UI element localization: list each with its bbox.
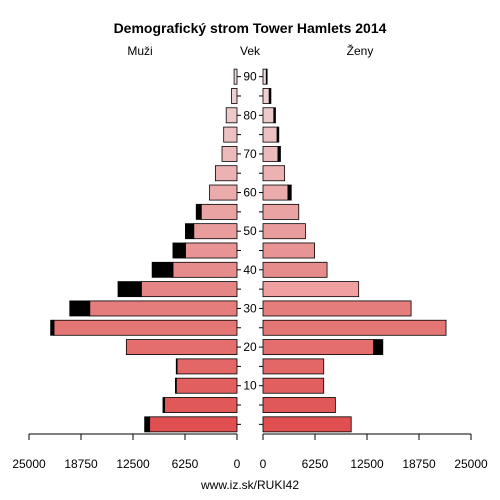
female-bars [262,68,447,433]
female-bar [262,339,375,356]
male-bar [209,184,238,201]
female-bar [262,223,306,240]
male-bar [231,88,238,104]
left-label: Muži [127,44,152,58]
female-excess-bar [287,184,292,201]
male-excess-bar [50,319,55,336]
male-excess-bar [172,242,186,259]
age-tick-label: 50 [243,224,257,238]
female-bar [262,68,267,85]
male-bar [53,319,238,336]
age-tick-label: 20 [243,340,257,354]
male-bar [225,107,238,124]
male-bar [214,165,238,182]
age-tick-label: 90 [243,70,257,84]
male-excess-bar [175,377,177,394]
female-bar [262,300,412,317]
male-bar [223,126,238,143]
right-label: Ženy [347,43,374,58]
male-excess-bar [195,203,202,220]
female-excess-bar [277,145,281,162]
male-bar [164,397,238,413]
female-bar [262,184,289,201]
female-bar [262,377,325,394]
female-bar [262,107,275,124]
male-excess-bar [144,416,151,433]
female-excess-bar [276,126,280,143]
female-bar [262,261,328,278]
x-tick-label-left: 0 [234,457,241,471]
male-excess-bar [117,281,142,298]
age-tick-label: 40 [243,263,257,277]
x-tick-label-right: 25000 [454,457,488,471]
male-excess-bar [175,358,178,375]
male-bar [221,145,238,162]
footer-url: www.iz.sk/RUKI42 [200,478,299,492]
male-bar [175,377,238,394]
female-excess-bar [273,107,276,124]
male-bar [125,339,238,356]
male-excess-bar [69,300,91,317]
age-tick-label: 30 [243,301,257,315]
female-bar [262,126,278,143]
female-excess-bar [265,68,268,85]
x-tick-label-right: 12500 [350,457,384,471]
female-bar [262,397,336,413]
female-bar [262,165,286,182]
x-tick-label-left: 6250 [172,457,199,471]
x-tick-label-right: 0 [260,457,267,471]
female-bar [262,203,300,220]
female-bar [262,358,325,375]
male-excess-bar [185,223,195,240]
age-tick-label: 70 [243,147,257,161]
male-bar [185,242,238,259]
female-excess-bar [268,88,272,104]
male-bar [140,281,238,298]
male-bar [149,416,238,433]
male-bar [233,68,238,85]
x-tick-label-left: 25000 [12,457,46,471]
female-bar [262,416,352,433]
female-bar [262,319,447,336]
male-excess-bar [162,397,166,413]
female-bar [262,281,360,298]
x-tick-label-right: 6250 [302,457,329,471]
male-bar [200,203,238,220]
age-tick-label: 80 [243,108,257,122]
male-excess-bar [151,261,174,278]
age-tick-label: 60 [243,186,257,200]
x-tick-label-left: 18750 [64,457,98,471]
x-tick-label-left: 12500 [116,457,150,471]
female-bar [262,88,270,104]
axes: 25000 18750 12500 6250 0 0 6250 12500 18750 25000… [12,70,488,471]
male-bars [50,68,238,433]
chart-title: Demografický strom Tower Hamlets 2014 [114,20,387,36]
center-label: Vek [240,44,261,58]
age-tick-label: 10 [243,379,257,393]
male-bar [176,358,238,375]
female-bar [262,145,279,162]
x-tick-label-right: 18750 [402,457,436,471]
male-bar [172,261,238,278]
female-excess-bar [373,339,384,356]
male-bar [89,300,238,317]
female-bar [262,242,315,259]
male-bar [193,223,238,240]
